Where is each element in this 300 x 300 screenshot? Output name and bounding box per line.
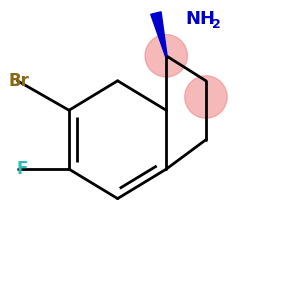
Polygon shape [151, 12, 167, 56]
Circle shape [145, 34, 188, 77]
Text: Br: Br [8, 72, 29, 90]
Text: NH: NH [185, 10, 215, 28]
Circle shape [185, 76, 227, 118]
Text: 2: 2 [212, 18, 221, 31]
Text: F: F [16, 160, 28, 178]
